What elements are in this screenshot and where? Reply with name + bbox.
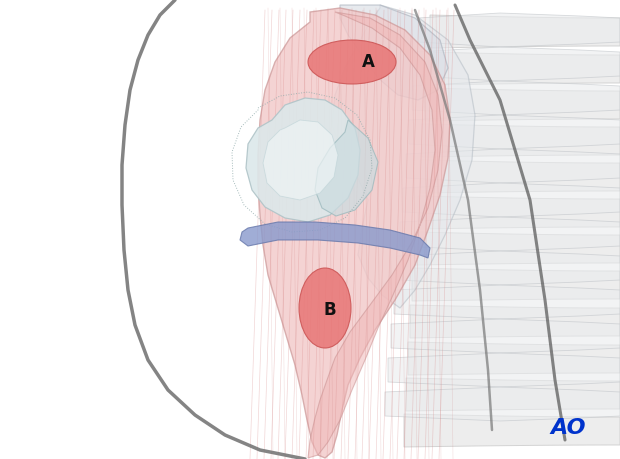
Polygon shape: [246, 98, 360, 222]
Polygon shape: [412, 268, 620, 301]
Polygon shape: [397, 251, 620, 285]
Polygon shape: [332, 5, 475, 308]
Polygon shape: [415, 232, 620, 265]
Text: A: A: [361, 53, 374, 71]
Polygon shape: [340, 5, 448, 100]
Text: AO: AO: [551, 418, 586, 438]
Polygon shape: [263, 120, 338, 200]
Polygon shape: [385, 387, 620, 421]
Polygon shape: [422, 124, 620, 157]
Polygon shape: [315, 120, 378, 216]
Ellipse shape: [308, 40, 396, 84]
Polygon shape: [430, 15, 620, 48]
Polygon shape: [388, 353, 620, 387]
Polygon shape: [415, 47, 620, 81]
Polygon shape: [420, 160, 620, 193]
Polygon shape: [418, 196, 620, 229]
Polygon shape: [409, 115, 620, 149]
Polygon shape: [408, 342, 620, 375]
Polygon shape: [391, 319, 620, 353]
Polygon shape: [412, 81, 620, 115]
Polygon shape: [258, 8, 450, 458]
Polygon shape: [418, 13, 620, 47]
Polygon shape: [406, 378, 620, 411]
Polygon shape: [406, 149, 620, 183]
Polygon shape: [394, 285, 620, 319]
Text: B: B: [324, 301, 336, 319]
Polygon shape: [403, 183, 620, 217]
Polygon shape: [410, 305, 620, 338]
Ellipse shape: [299, 268, 351, 348]
Polygon shape: [404, 414, 620, 447]
Polygon shape: [240, 222, 430, 258]
Polygon shape: [400, 217, 620, 251]
Polygon shape: [428, 52, 620, 85]
Polygon shape: [425, 88, 620, 121]
Polygon shape: [308, 12, 442, 458]
